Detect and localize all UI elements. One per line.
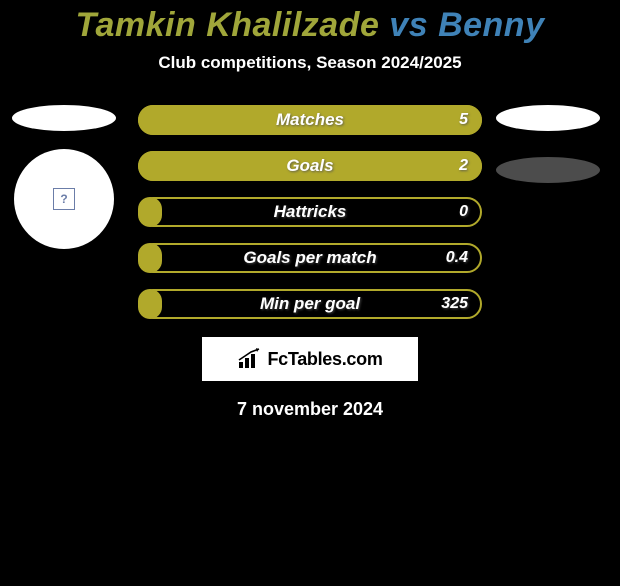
- player1-name: Tamkin Khalilzade: [75, 6, 379, 44]
- avatar-placeholder-icon: ?: [53, 188, 75, 210]
- logo-text: FcTables.com: [267, 349, 382, 370]
- logo-box: FcTables.com: [202, 337, 418, 381]
- stat-row: Goals per match0.4: [138, 243, 482, 273]
- stat-label: Hattricks: [138, 197, 482, 227]
- stats-panel: Matches5Goals2Hattricks0Goals per match0…: [138, 105, 482, 319]
- right-column: [492, 105, 604, 195]
- right-ellipse-decor-2: [496, 157, 600, 183]
- stat-value: 2: [459, 151, 468, 181]
- stat-label: Goals: [138, 151, 482, 181]
- stat-row: Goals2: [138, 151, 482, 181]
- stat-row: Min per goal325: [138, 289, 482, 319]
- stat-value: 5: [459, 105, 468, 135]
- stat-label: Goals per match: [138, 243, 482, 273]
- content-area: ? Matches5 Goals2 Hattricks0 Goals per matc…: [0, 105, 620, 319]
- stat-value: 0: [459, 197, 468, 227]
- right-ellipse-decor-1: [496, 105, 600, 131]
- comparison-title: Tamkin Khalilzade vs Benny: [0, 6, 620, 45]
- stat-row: Hattricks0: [138, 197, 482, 227]
- stat-row: Matches5: [138, 105, 482, 135]
- player2-name: Benny: [438, 6, 544, 44]
- stat-value: 0.4: [446, 243, 468, 273]
- title-separator: vs: [379, 6, 438, 44]
- stat-label: Matches: [138, 105, 482, 135]
- logo-chart-icon: [237, 348, 263, 370]
- left-column: ?: [8, 105, 120, 249]
- subtitle: Club competitions, Season 2024/2025: [0, 53, 620, 73]
- stat-value: 325: [441, 289, 468, 319]
- player1-avatar: ?: [14, 149, 114, 249]
- stat-label: Min per goal: [138, 289, 482, 319]
- date-text: 7 november 2024: [0, 399, 620, 420]
- left-ellipse-decor: [12, 105, 116, 131]
